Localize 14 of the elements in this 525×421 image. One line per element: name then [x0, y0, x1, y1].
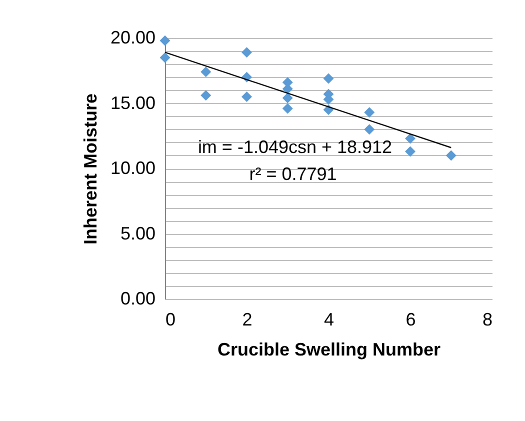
x-tick-label: 2	[242, 310, 252, 330]
y-axis-title: Inherent Moisture	[80, 93, 100, 245]
x-tick-label: 0	[166, 310, 176, 330]
x-tick-label: 6	[406, 310, 416, 330]
y-tick-label: 5.00	[120, 223, 156, 244]
x-axis-title: Crucible Swelling Number	[217, 340, 441, 360]
annotation: r² = 0.7791	[249, 164, 337, 184]
annotation: im = -1.049csn + 18.912	[198, 137, 392, 157]
x-tick-label: 8	[482, 310, 492, 330]
y-tick-label: 0.00	[120, 288, 156, 308]
y-tick-label: 15.00	[110, 92, 156, 113]
x-tick-label: 4	[324, 310, 334, 330]
y-tick-label: 20.00	[110, 28, 156, 48]
y-tick-label: 10.00	[110, 158, 156, 178]
